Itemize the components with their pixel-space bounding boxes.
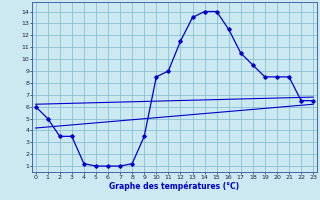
X-axis label: Graphe des températures (°C): Graphe des températures (°C) [109, 181, 239, 191]
